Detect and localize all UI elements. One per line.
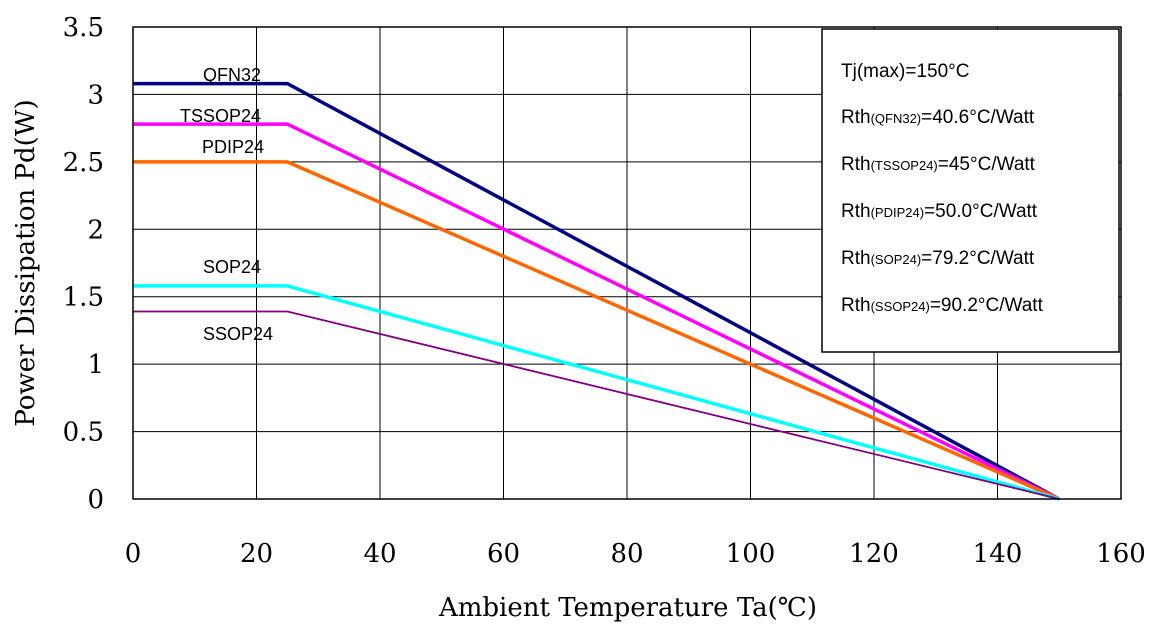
annotation-rest: =45°C/Watt [938, 154, 1036, 175]
y-axis-title: Power Dissipation Pd(W) [11, 99, 41, 426]
series-label-sop24: SOP24 [203, 257, 261, 277]
x-tick-label: 60 [487, 539, 520, 569]
annotation-rest: =50.0°C/Watt [924, 201, 1038, 222]
y-tick-label: 2 [87, 215, 104, 245]
x-tick-label: 100 [726, 539, 776, 569]
series-line-tssop24 [133, 122, 1061, 501]
annotation-rest: =40.6°C/Watt [921, 107, 1035, 128]
annotation-rest: =90.2°C/Watt [930, 295, 1044, 316]
x-tick-label: 0 [125, 539, 142, 569]
annotation-main: Rth [841, 201, 871, 222]
x-tick-label: 120 [849, 539, 899, 569]
y-tick-label: 3.5 [63, 13, 104, 43]
x-axis-ticks: 0 20 40 60 80 100 120 140 160 [125, 539, 1146, 569]
annotation-rest: =79.2°C/Watt [921, 248, 1035, 269]
y-axis-ticks: 0 0.5 1 1.5 2 2.5 3 3.5 [63, 13, 104, 515]
series-labels: QFN32 TSSOP24 PDIP24 SOP24 SSOP24 [180, 65, 273, 344]
annotation-main: Rth [841, 154, 871, 175]
x-tick-label: 140 [973, 539, 1023, 569]
x-axis-title: Ambient Temperature Ta(℃) [438, 593, 817, 623]
annotation-sub: (SOP24) [871, 252, 922, 267]
annotation-line: Rth(QFN32)=40.6°C/Watt [841, 107, 1035, 128]
annotation-sub: (TSSOP24) [871, 158, 938, 173]
annotation-sub: (QFN32) [871, 111, 922, 126]
series-line-ssop24 [133, 310, 1060, 500]
annotation-sub: (SSOP24) [871, 299, 930, 314]
annotation-line: Rth(PDIP24)=50.0°C/Watt [841, 201, 1038, 222]
y-tick-label: 2.5 [63, 148, 104, 178]
series-line-sop24 [133, 284, 1060, 501]
x-tick-label: 160 [1096, 539, 1146, 569]
x-tick-label: 40 [363, 539, 396, 569]
y-tick-label: 1.5 [63, 283, 104, 313]
x-tick-label: 80 [610, 539, 643, 569]
annotation-line: Rth(TSSOP24)=45°C/Watt [841, 154, 1036, 175]
rth-annotation-box: Tj(max)=150°CRth(QFN32)=40.6°C/WattRth(T… [821, 28, 1120, 353]
plot-frame [132, 26, 1122, 500]
series-label-qfn32: QFN32 [203, 65, 261, 85]
annotation-line: Rth(SSOP24)=90.2°C/Watt [841, 295, 1044, 316]
series-layer [133, 81, 1061, 501]
series-line-qfn32 [133, 81, 1061, 501]
annotation-line: Tj(max)=150°C [841, 61, 970, 82]
series-label-ssop24: SSOP24 [203, 324, 273, 344]
x-tick-label: 20 [240, 539, 273, 569]
annotation-main: Tj(max)=150°C [841, 61, 970, 82]
y-tick-label: 0 [87, 485, 104, 515]
y-tick-label: 3 [87, 80, 104, 110]
series-label-pdip24: PDIP24 [202, 137, 264, 157]
annotation-box-frame [821, 28, 1120, 353]
annotation-line: Rth(SOP24)=79.2°C/Watt [841, 248, 1035, 269]
y-tick-label: 1 [87, 350, 104, 380]
annotation-main: Rth [841, 248, 871, 269]
series-line-pdip24 [133, 160, 1061, 501]
y-tick-label: 0.5 [63, 418, 104, 448]
series-label-tssop24: TSSOP24 [180, 106, 261, 126]
annotation-sub: (PDIP24) [871, 205, 924, 220]
annotation-main: Rth [841, 107, 871, 128]
annotation-main: Rth [841, 295, 871, 316]
